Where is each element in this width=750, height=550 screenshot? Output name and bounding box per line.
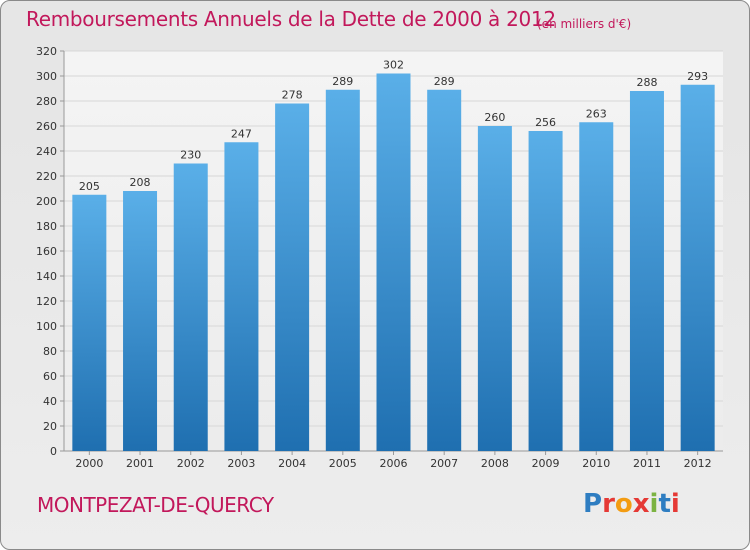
y-tick-label: 0 bbox=[50, 445, 57, 458]
y-tick-label: 200 bbox=[36, 195, 57, 208]
bar bbox=[680, 84, 715, 451]
data-label: 289 bbox=[434, 75, 455, 88]
logo-letter: o bbox=[614, 489, 633, 519]
bar bbox=[224, 142, 259, 451]
bar bbox=[477, 126, 512, 451]
bar bbox=[528, 131, 563, 451]
x-tick-label: 2001 bbox=[126, 457, 154, 470]
bar bbox=[275, 103, 310, 451]
x-tick-label: 2012 bbox=[684, 457, 712, 470]
y-tick-label: 20 bbox=[43, 420, 57, 433]
x-tick-label: 2011 bbox=[633, 457, 661, 470]
data-label: 278 bbox=[282, 89, 303, 102]
x-tick-label: 2002 bbox=[177, 457, 205, 470]
x-tick-label: 2006 bbox=[380, 457, 408, 470]
bar bbox=[629, 91, 664, 451]
x-tick-label: 2003 bbox=[227, 457, 255, 470]
logo-letter: P bbox=[583, 489, 603, 519]
bar bbox=[325, 89, 360, 451]
bar bbox=[376, 73, 411, 451]
data-label: 260 bbox=[484, 111, 505, 124]
y-tick-label: 320 bbox=[36, 45, 57, 58]
x-tick-label: 2000 bbox=[75, 457, 103, 470]
x-tick-label: 2009 bbox=[532, 457, 560, 470]
data-label: 263 bbox=[586, 107, 607, 120]
x-tick-label: 2005 bbox=[329, 457, 357, 470]
y-tick-label: 240 bbox=[36, 145, 57, 158]
data-label: 205 bbox=[79, 180, 100, 193]
data-label: 208 bbox=[130, 176, 151, 189]
y-tick-label: 40 bbox=[43, 395, 57, 408]
x-tick-label: 2010 bbox=[582, 457, 610, 470]
bar bbox=[427, 89, 462, 451]
data-label: 230 bbox=[180, 149, 201, 162]
bar bbox=[72, 194, 107, 451]
data-label: 289 bbox=[332, 75, 353, 88]
logo-letter: r bbox=[602, 489, 615, 519]
x-tick-label: 2004 bbox=[278, 457, 306, 470]
logo-letter: i bbox=[670, 489, 680, 519]
bar bbox=[123, 191, 158, 451]
chart-subtitle: (en milliers d'€) bbox=[537, 17, 632, 31]
data-label: 247 bbox=[231, 127, 252, 140]
chart-title: Remboursements Annuels de la Dette de 20… bbox=[26, 7, 556, 31]
data-label: 288 bbox=[636, 76, 657, 89]
y-tick-label: 140 bbox=[36, 270, 57, 283]
data-label: 302 bbox=[383, 59, 404, 72]
logo-letter: i bbox=[649, 489, 659, 519]
data-label: 256 bbox=[535, 116, 556, 129]
y-tick-label: 260 bbox=[36, 120, 57, 133]
logo-letter: t bbox=[658, 489, 671, 519]
x-tick-label: 2008 bbox=[481, 457, 509, 470]
y-tick-label: 220 bbox=[36, 170, 57, 183]
bar bbox=[173, 163, 208, 451]
y-tick-label: 120 bbox=[36, 295, 57, 308]
x-tick-label: 2007 bbox=[430, 457, 458, 470]
y-tick-label: 160 bbox=[36, 245, 57, 258]
place-name: MONTPEZAT-DE-QUERCY bbox=[37, 493, 274, 517]
bar bbox=[579, 122, 614, 451]
y-tick-label: 100 bbox=[36, 320, 57, 333]
data-label: 293 bbox=[687, 70, 708, 83]
logo-letter: x bbox=[632, 489, 650, 519]
y-tick-label: 180 bbox=[36, 220, 57, 233]
y-tick-label: 300 bbox=[36, 70, 57, 83]
proxiti-logo[interactable]: Proxiti bbox=[583, 489, 680, 519]
y-tick-label: 60 bbox=[43, 370, 57, 383]
y-tick-label: 280 bbox=[36, 95, 57, 108]
y-tick-label: 80 bbox=[43, 345, 57, 358]
